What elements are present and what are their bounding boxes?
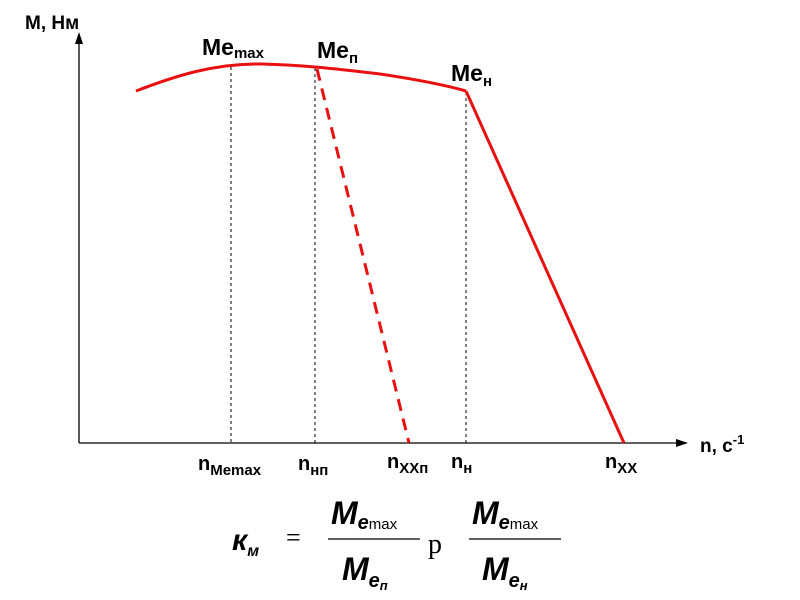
tick-n-xxp: nXXп xyxy=(387,451,428,477)
partial-governor-line xyxy=(315,68,411,444)
label-me-p: Meп xyxy=(317,37,358,67)
x-axis-arrow-icon xyxy=(676,439,688,447)
frac2-denominator: Meн xyxy=(482,551,528,593)
y-axis-arrow-icon xyxy=(75,32,83,44)
frac1-numerator: Memax xyxy=(331,495,398,534)
tick-n-memax: nMemax xyxy=(198,453,262,479)
torque-curve xyxy=(135,62,467,93)
tick-n-xx: nXX xyxy=(605,451,637,477)
formula-equals: = xyxy=(286,523,301,552)
tick-n-n: nн xyxy=(451,451,472,477)
label-me-max: Memax xyxy=(202,34,265,62)
x-axis-label: n, c-1 xyxy=(700,432,744,457)
frac1-denominator: Meп xyxy=(342,551,388,593)
formula-relation: р xyxy=(428,529,442,560)
governor-line xyxy=(464,90,626,444)
coefficient-formula: км = Memax Meп р Memax Meн xyxy=(232,495,561,593)
tick-n-np: nнп xyxy=(298,453,328,479)
frac2-numerator: Memax xyxy=(472,495,539,534)
formula-lhs: км xyxy=(232,524,259,560)
label-me-n: Meн xyxy=(451,60,492,90)
y-axis-label: М, Нм xyxy=(25,13,79,34)
